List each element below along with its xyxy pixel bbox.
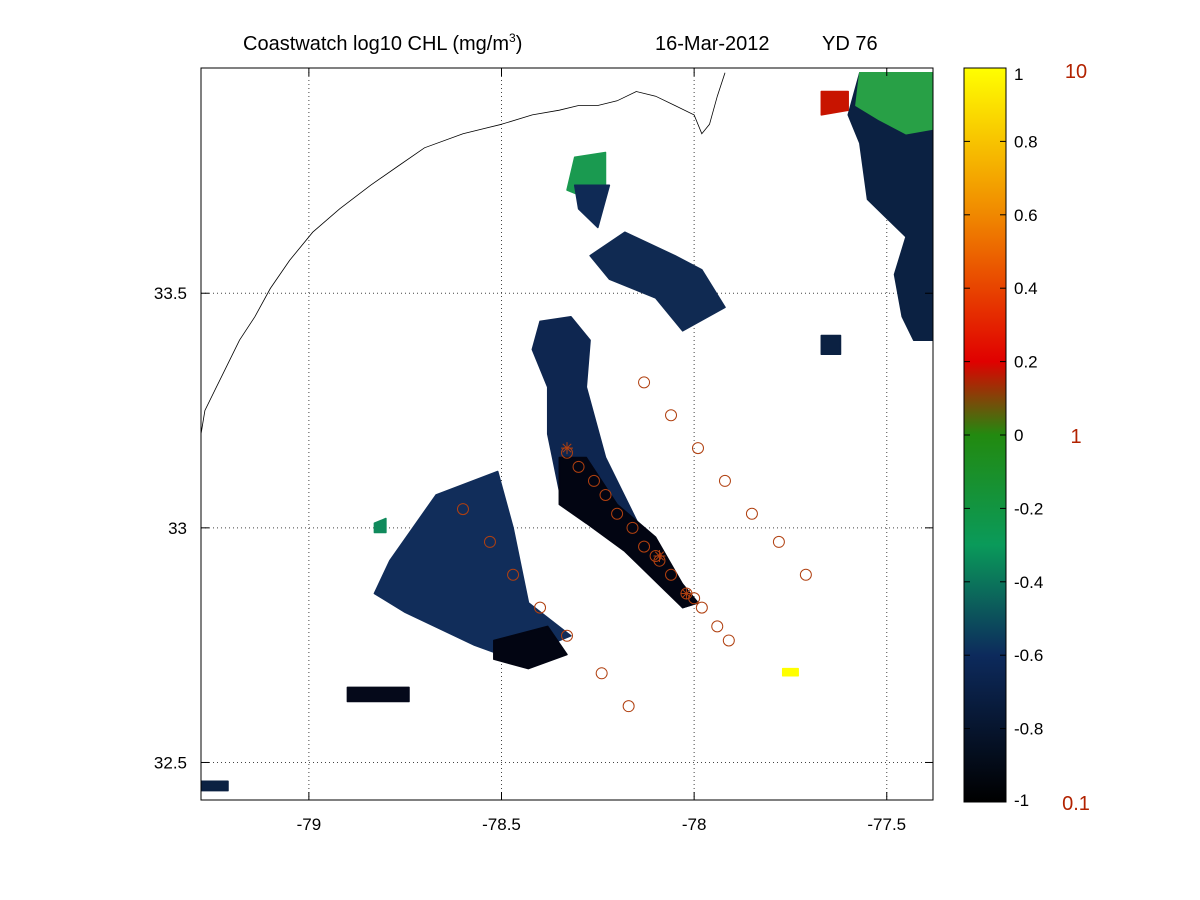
x-tick-label: -78.5: [482, 815, 521, 834]
station-marker: [456, 503, 469, 516]
station-marker: [587, 474, 600, 487]
colorbar: [963, 67, 1007, 803]
chl-patch-south-west-dark: [493, 625, 568, 670]
station-marker: [722, 634, 735, 647]
coastline-north: [501, 72, 726, 135]
station-marker: [772, 535, 785, 548]
station-marker: [483, 535, 496, 548]
station-marker: [561, 629, 573, 642]
colorbar-ticks: 1 0.8 0.6 0.4 0.2 0 -0.2 -0.4 -0.6 -0.8 -1: [964, 65, 1043, 810]
chlorophyll-patches: [201, 71, 933, 792]
colorbar-tick-label: 0.8: [1014, 132, 1038, 151]
coastline: [201, 72, 726, 435]
station-marker: [622, 700, 635, 713]
chl-patch-north-east-green: [855, 71, 933, 135]
chl-patch-north-east: [847, 71, 933, 341]
chl-patch-mid-north: [589, 231, 726, 332]
chl-patch-streak-dark: [558, 456, 699, 609]
x-tick-label: -78: [682, 815, 707, 834]
colorbar-linear-label: 10: [1065, 61, 1087, 83]
colorbar-tick-label: 1: [1014, 65, 1023, 84]
station-marker: [688, 592, 701, 605]
station-marker: [718, 474, 731, 487]
station-marker: [799, 568, 812, 581]
chl-patch-yellow-speck: [781, 667, 799, 677]
colorbar-linear-labels: 10 1 0.1: [1062, 61, 1090, 815]
colorbar-tick-label: 0.6: [1014, 206, 1038, 225]
x-tick-label: -77.5: [867, 815, 906, 834]
colorbar-linear-label: 1: [1070, 426, 1081, 448]
station-marker: [691, 442, 704, 455]
chl-patch-green-speck: [373, 517, 387, 534]
colorbar-linear-label: 0.1: [1062, 793, 1090, 815]
colorbar-tick-label: 0.4: [1014, 279, 1038, 298]
coastline-south: [201, 123, 502, 435]
colorbar-tick-label: -0.6: [1014, 646, 1043, 665]
colorbar-tick-label: -0.8: [1014, 720, 1043, 739]
station-marker: [695, 601, 708, 614]
y-tick-label: 32.5: [154, 753, 187, 772]
station-star-marker: [653, 550, 666, 562]
chl-patch-sw-corner: [201, 780, 229, 792]
chl-patch-north-east-red: [820, 90, 849, 116]
station-marker: [665, 568, 678, 581]
colorbar-tick-label: 0: [1014, 426, 1023, 445]
chl-patch-north-dark: [573, 184, 611, 229]
colorbar-tick-label: -0.4: [1014, 573, 1043, 592]
x-tick-label: -79: [297, 815, 322, 834]
station-marker: [711, 620, 724, 633]
station-marker: [626, 521, 639, 534]
station-marker: [665, 409, 678, 422]
station-marker: [507, 568, 520, 581]
y-tick-label: 33.5: [154, 284, 187, 303]
station-marker: [572, 460, 585, 473]
chl-patch-east-small: [820, 334, 842, 355]
chart-title: Coastwatch log10 CHL (mg/m3): [243, 31, 522, 55]
station-star-marker: [561, 442, 573, 455]
station-marker: [534, 601, 547, 614]
station-marker: [595, 667, 608, 680]
colorbar-tick-label: 0.2: [1014, 353, 1038, 372]
station-marker: [611, 507, 624, 520]
chl-patch-south-small: [346, 686, 410, 703]
colorbar-tick-label: -0.2: [1014, 499, 1043, 518]
map-ticks: -79 -78.5 -78 -77.5 33.5 33 32.5: [154, 68, 933, 834]
title-yearday: YD 76: [822, 33, 878, 55]
station-marker: [745, 507, 758, 520]
map-frame: [200, 67, 934, 801]
y-tick-label: 33: [168, 519, 187, 538]
station-marker: [638, 376, 651, 389]
station-star-marker: [680, 587, 693, 600]
title-date: 16-Mar-2012: [655, 33, 770, 55]
station-marker: [599, 489, 612, 501]
station-marker: [638, 540, 651, 553]
colorbar-tick-label: -1: [1014, 791, 1029, 810]
station-markers: [456, 376, 812, 713]
